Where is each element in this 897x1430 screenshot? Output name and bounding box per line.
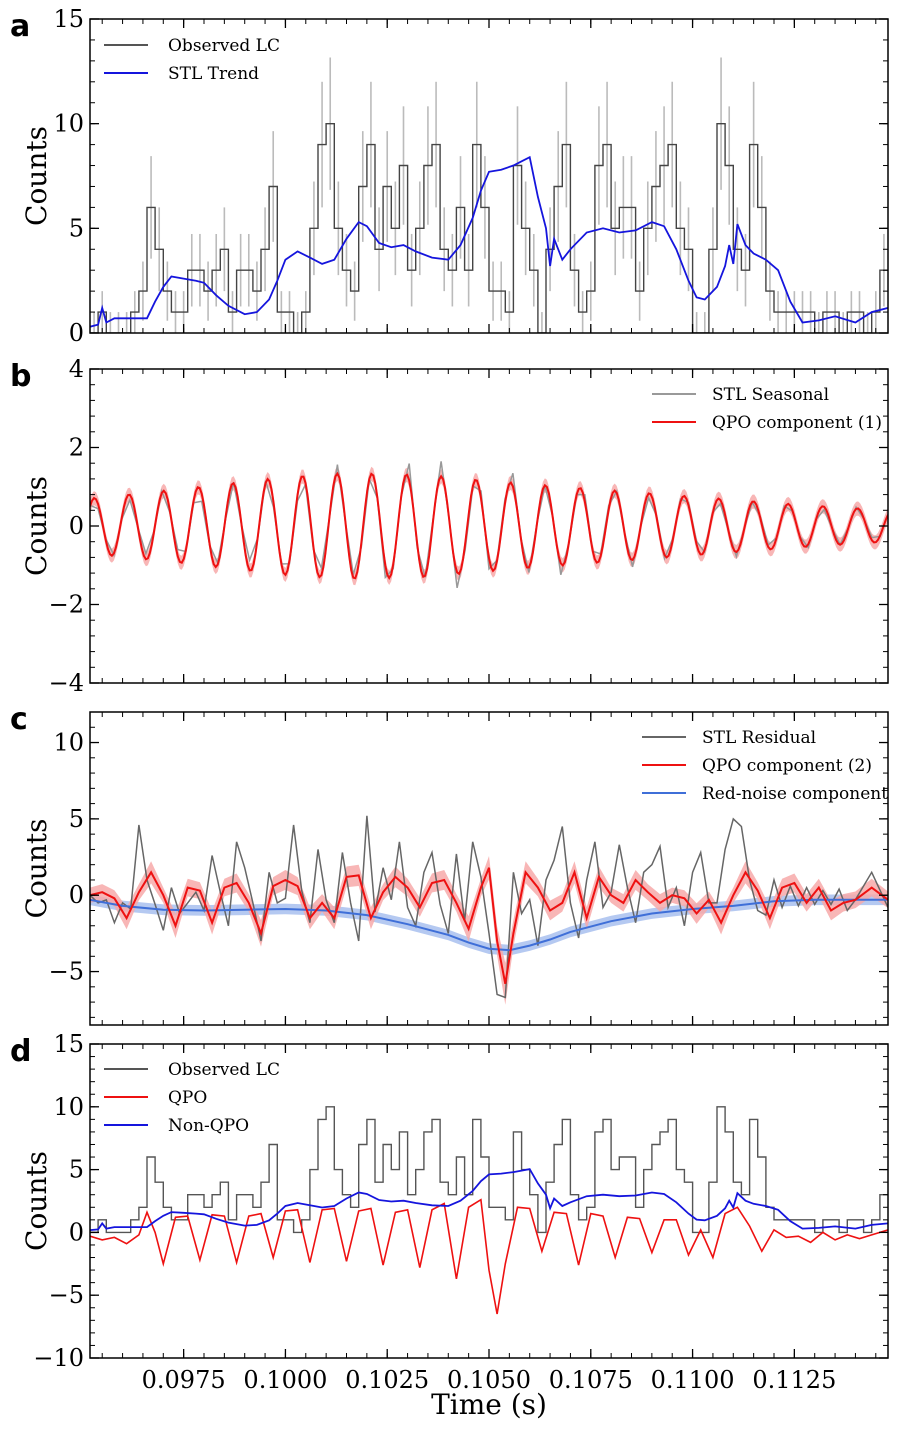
legend-label: STL Seasonal [712,385,829,405]
x-tick-label: 0.1100 [651,1366,735,1394]
legend-label: QPO component (1) [712,413,882,433]
series-qpo-component-2 [90,867,888,984]
plot-area-b [90,461,888,589]
y-tick-label: −2 [49,591,84,619]
series-qpo-component-1 [90,471,888,581]
series-observed-lc [90,123,888,333]
panel-label: d [10,1034,31,1069]
x-tick-label: 0.1050 [447,1366,531,1394]
y-tick-label: 5 [69,214,84,242]
y-tick-label: 10 [53,1093,84,1121]
panel-label: b [10,359,31,394]
y-tick-label: 2 [69,434,84,462]
series-stl-trend [90,155,888,328]
panel-a: 0 5 10 15 Counts a Observed LC STL Trend [10,5,889,347]
y-tick-label: 0 [69,881,84,909]
legend-label: QPO [168,1088,207,1108]
series-qpo [90,1198,888,1315]
series-observed-lc [90,1106,888,1234]
y-tick-label: 15 [53,5,84,33]
y-tick-label: 10 [53,110,84,138]
y-axis-label: Counts [20,1151,53,1251]
x-tick-label: 0.1075 [549,1366,633,1394]
legend-label: QPO component (2) [702,756,872,776]
y-tick-label: 15 [53,1030,84,1058]
panel-d: −10 −5 0 5 10 15 Counts d Observed LC QPO Non-QPO [10,1030,889,1372]
panel-label: a [10,9,30,44]
panel-b: −4 −2 0 2 4 Counts b STL Seasonal QPO component … [10,355,889,697]
series-stl-seasonal [90,461,888,589]
panel-c: −5 0 5 10 Counts c STL Residual QPO component (… [10,702,889,1026]
y-tick-label: 4 [69,355,84,383]
y-tick-label: −5 [49,1281,84,1309]
y-tick-label: −4 [49,669,84,697]
plot-area-d [90,1106,888,1315]
y-axis-label: Counts [20,819,53,919]
y-tick-label: −10 [33,1344,84,1372]
x-tick-label: 0.1125 [752,1366,836,1394]
x-axis-label: Time (s) [431,1388,547,1421]
x-tick-label: 0.1025 [345,1366,429,1394]
legend-label: STL Residual [702,728,816,748]
plot-area-c [90,815,888,1005]
y-tick-label: 10 [53,729,84,757]
legend-label: Observed LC [168,1060,280,1080]
legend-label: Non-QPO [168,1116,249,1136]
legend-label: Observed LC [168,36,280,56]
y-axis-label: Counts [20,476,53,576]
y-axis-label: Counts [20,126,53,226]
series-non-qpo [90,1168,888,1231]
legend-label: STL Trend [168,64,259,84]
plot-area-a [90,57,888,333]
x-tick-label: 0.0975 [142,1366,226,1394]
y-tick-label: 5 [69,805,84,833]
y-tick-label: 0 [69,319,84,347]
x-tick-label: 0.1000 [243,1366,327,1394]
y-tick-label: −5 [49,958,84,986]
panel-label: c [10,702,28,737]
y-tick-label: 0 [69,1218,84,1246]
y-tick-label: 0 [69,512,84,540]
y-tick-label: 5 [69,1156,84,1184]
series-stl-residual [90,815,888,999]
legend-label: Red-noise component [702,784,888,804]
